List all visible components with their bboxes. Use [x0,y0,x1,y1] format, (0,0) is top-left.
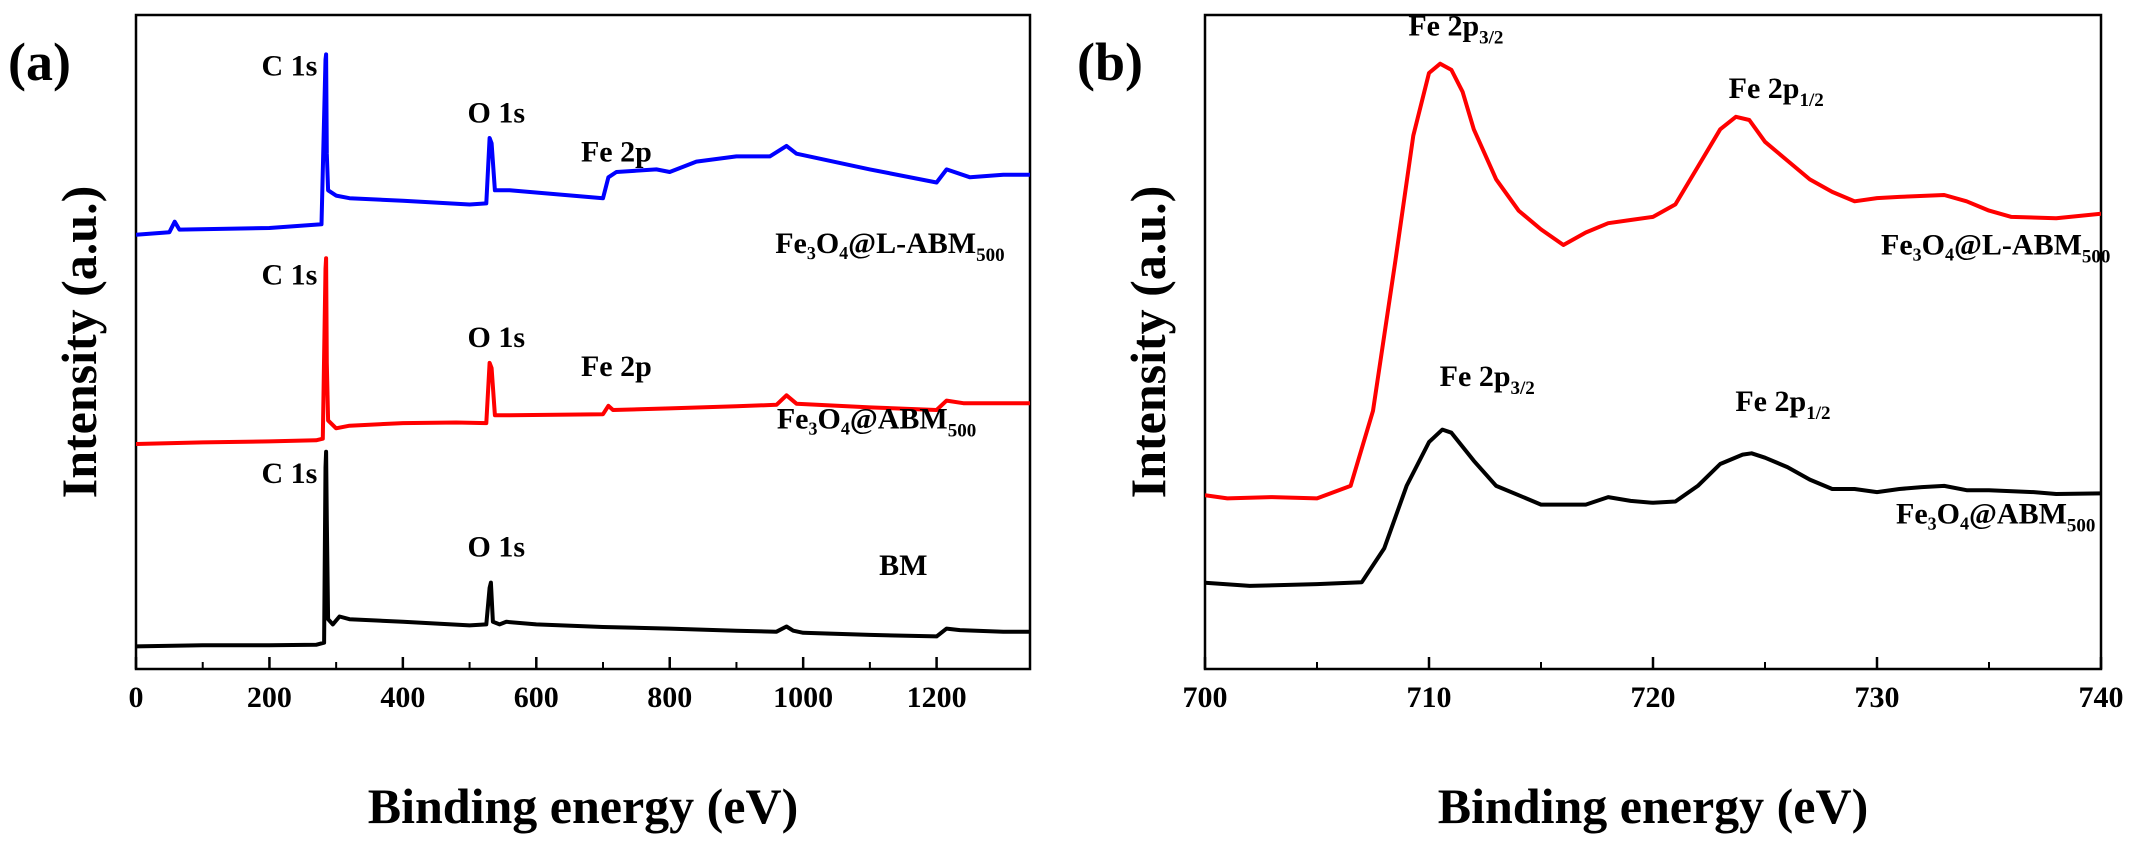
peak-label: O 1s [468,321,526,354]
series-label-fe3o4-l-abm500: Fe₃O₄@L-ABM500 [1881,228,2110,267]
peak-label: C 1s [262,258,318,291]
peak-label: O 1s [468,530,526,563]
x-tick-label: 1000 [773,681,833,714]
peak-label: Fe 2p [581,136,652,169]
series-line-fe3o4-l-abm500 [136,52,1030,237]
peak-label: Fe 2p3/2 [1440,360,1535,399]
panel-label: (a) [8,32,71,92]
series-line-fe3o4-abm500 [1205,427,2101,588]
peak-label: Fe 2p1/2 [1735,385,1830,424]
x-tick-label: 1200 [907,681,967,714]
peak-label: Fe 2p3/2 [1408,10,1503,49]
series-line-fe3o4-l-abm500 [1205,61,2101,501]
series-label-fe3o4-abm500: Fe₃O₄@ABM500 [777,402,976,441]
x-tick-label: 400 [380,681,425,714]
x-tick-label: 740 [2079,681,2124,714]
peak-label: Fe 2p [581,350,652,383]
x-tick-label: 700 [1183,681,1228,714]
x-tick-label: 720 [1631,681,1676,714]
panel-label: (b) [1077,32,1143,92]
panel-a: 0 200 400 600 800 1000 1200 Binding energy (eV)… [8,13,1032,834]
series-label-bm: BM [879,549,927,582]
x-tick-label: 730 [1855,681,1900,714]
y-axis-label: Intensity (a.u.) [1120,186,1176,499]
x-tick-label: 0 [129,681,144,714]
x-tick-label: 800 [647,681,692,714]
plot-frame [1203,13,2103,671]
peak-label: C 1s [262,49,318,82]
series-line-fe3o4-abm500 [136,256,1030,446]
x-tick-label: 200 [247,681,292,714]
panel-b: 700 710 720 730 740 Binding energy (eV) Intens… [1077,10,2124,834]
x-axis-label: Binding energy (eV) [368,778,799,834]
series-line-bm [136,449,1030,649]
series-label-fe3o4-l-abm500: Fe₃O₄@L-ABM500 [775,227,1004,266]
x-tick-label: 600 [514,681,559,714]
peak-label: O 1s [468,96,526,129]
peak-label: C 1s [262,457,318,490]
plot-frame [134,13,1032,671]
x-tick-label: 710 [1407,681,1452,714]
peak-label: Fe 2p1/2 [1729,72,1824,111]
x-axis-label: Binding energy (eV) [1438,778,1869,834]
y-axis-label: Intensity (a.u.) [51,186,107,499]
series-label-fe3o4-abm500: Fe₃O₄@ABM500 [1896,497,2095,536]
